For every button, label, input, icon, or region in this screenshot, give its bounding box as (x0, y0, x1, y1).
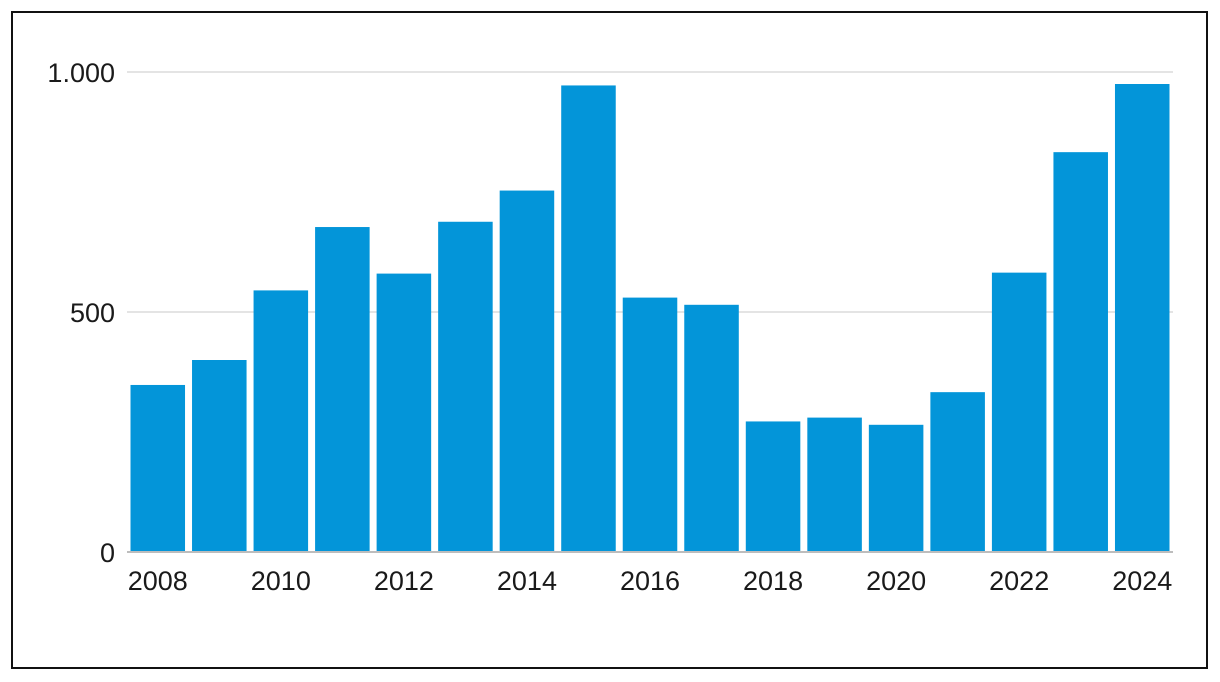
x-tick-label: 2014 (497, 566, 557, 596)
bar-2009 (192, 360, 247, 552)
bar-2017 (684, 304, 739, 552)
bar-2023 (1053, 152, 1108, 552)
y-tick-label: 1.000 (47, 58, 115, 88)
y-tick-labels: 0 500 1.000 (47, 58, 115, 568)
bars (130, 84, 1170, 553)
x-tick-label: 2008 (128, 566, 188, 596)
bar-2010 (253, 290, 309, 552)
bar-2021 (930, 392, 985, 552)
bar-2011 (315, 227, 370, 553)
x-tick-label: 2012 (374, 566, 434, 596)
bar-2014 (499, 190, 555, 552)
x-tick-label: 2018 (743, 566, 803, 596)
bar-2016 (622, 297, 678, 552)
x-tick-labels: 2008 2010 2012 2014 2016 2018 2020 2022 2024 (128, 566, 1173, 596)
bar-2024 (1114, 84, 1170, 552)
bar-2019 (807, 417, 862, 552)
bar-2012 (376, 273, 432, 552)
bar-2018 (745, 421, 801, 552)
bar-2013 (438, 221, 493, 552)
x-tick-label: 2024 (1112, 566, 1172, 596)
y-tick-label: 0 (100, 538, 115, 568)
bar-2020 (868, 424, 924, 552)
bar-2022 (991, 272, 1047, 552)
bar-2008 (130, 384, 186, 552)
y-tick-label: 500 (70, 298, 115, 328)
x-tick-label: 2010 (251, 566, 311, 596)
bar-2015 (561, 85, 616, 552)
x-tick-label: 2020 (866, 566, 926, 596)
x-tick-label: 2022 (989, 566, 1049, 596)
x-tick-label: 2016 (620, 566, 680, 596)
